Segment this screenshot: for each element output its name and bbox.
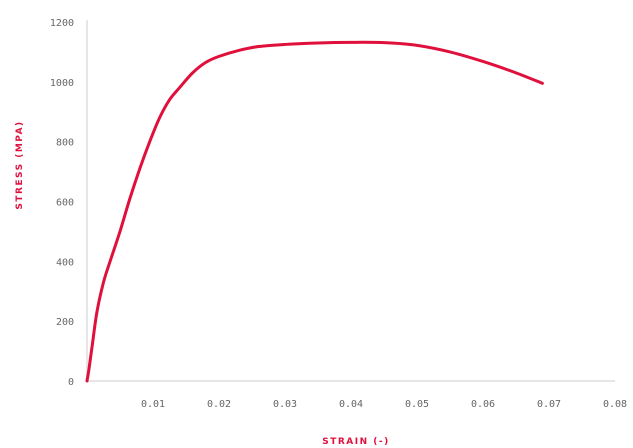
x-tick-label: 0.02 bbox=[207, 399, 231, 410]
series-line-0 bbox=[85, 40, 544, 383]
y-tick-label: 600 bbox=[56, 198, 74, 209]
x-tick-label: 0.01 bbox=[141, 399, 165, 410]
x-tick-label: 0.06 bbox=[471, 399, 495, 410]
y-tick-label: 400 bbox=[56, 257, 74, 268]
x-tick-label: 0.07 bbox=[537, 399, 561, 410]
x-tick-label: 0.04 bbox=[339, 399, 363, 410]
series-layer bbox=[85, 40, 544, 383]
y-tick-label: 0 bbox=[68, 377, 74, 388]
y-tick-label: 1200 bbox=[50, 18, 74, 29]
y-tick-label: 800 bbox=[56, 138, 74, 149]
y-tick-label: 200 bbox=[56, 317, 74, 328]
y-axis-title: STRESS (MPA) bbox=[15, 120, 25, 209]
y-tick-labels: 0 200 400 600 800 1000 1200 bbox=[50, 18, 74, 388]
x-axis-title: STRAIN (-) bbox=[322, 437, 390, 447]
x-tick-labels: 0.01 0.02 0.03 0.04 0.05 0.06 0.07 0.08 bbox=[141, 399, 627, 410]
x-tick-label: 0.03 bbox=[273, 399, 297, 410]
y-tick-label: 1000 bbox=[50, 78, 74, 89]
x-tick-label: 0.05 bbox=[405, 399, 429, 410]
x-tick-label: 0.08 bbox=[603, 399, 627, 410]
